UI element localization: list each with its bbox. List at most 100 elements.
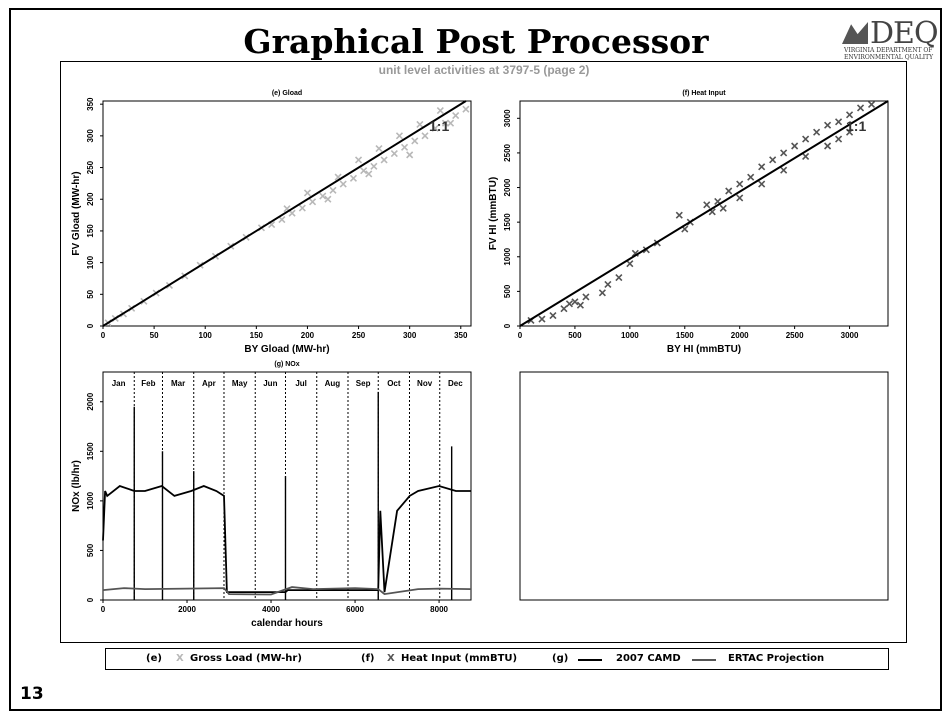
data-point (598, 289, 606, 297)
data-point (319, 192, 327, 200)
data-point (769, 156, 777, 164)
one-to-one-line (102, 100, 467, 327)
logo-subtext: VIRGINIA DEPARTMENT OF ENVIRONMENTAL QUA… (844, 47, 934, 61)
month-label: Apr (202, 379, 216, 388)
data-point (452, 112, 460, 120)
data-point (308, 198, 317, 206)
legend-f-tag: (f) (361, 653, 375, 664)
data-point (802, 152, 810, 160)
x-tick-label: 0 (101, 605, 106, 614)
x-tick-label: 8000 (430, 605, 448, 614)
data-point (626, 260, 634, 268)
y-tick-label: 2000 (86, 392, 95, 410)
data-point (303, 189, 312, 197)
chart-h (519, 371, 889, 601)
x-tick-label: 0 (101, 331, 106, 340)
x-tick-label: 200 (301, 331, 315, 340)
data-point (856, 104, 865, 112)
data-point (736, 194, 744, 202)
y-tick-label: 200 (86, 192, 95, 206)
data-point (354, 156, 363, 164)
x-tick-label: 300 (403, 331, 417, 340)
legend-f-label: Heat Input (mmBTU) (401, 653, 518, 664)
data-point (400, 143, 409, 151)
y-tick-label: 300 (86, 129, 95, 143)
chart-e: (e) Gload 0 50 100 150 200 250 300 350 0 50 100 150 2… (71, 90, 472, 355)
data-point (395, 132, 404, 140)
data-point (446, 119, 455, 127)
data-point (339, 180, 347, 188)
y-axis-label: FV HI (mmBTU) (488, 177, 499, 250)
data-point (560, 305, 568, 313)
x-tick-label: 1500 (676, 331, 694, 340)
data-point (549, 312, 557, 320)
data-point (375, 144, 383, 153)
one-to-one-label: 1:1 (429, 118, 449, 134)
chart-g: (g) NOx 0 2000 4000 6000 8000 0 500 1000 1500 2000… (71, 361, 472, 629)
y-axis-label: FV Gload (MW-hr) (71, 171, 82, 255)
month-label: Jun (263, 379, 277, 388)
series-line (102, 484, 471, 593)
slide-title: Graphical Post Processor (243, 22, 709, 61)
x-tick-label: 100 (199, 331, 213, 340)
y-tick-label: 1000 (86, 491, 95, 509)
y-tick-label: 1500 (86, 442, 95, 460)
deq-logo: DEQ VIRGINIA DEPARTMENT OF ENVIRONMENTAL… (842, 16, 939, 66)
data-point (791, 142, 799, 150)
data-point (824, 121, 832, 129)
series-line (102, 586, 472, 596)
legend-g-tag: (g) (552, 653, 569, 664)
data-point (845, 128, 854, 136)
slide-number: 13 (20, 684, 44, 704)
y-tick-label: 150 (86, 224, 95, 238)
x-axis-label: BY Gload (MW-hr) (244, 344, 329, 355)
y-axis-label: NOx (lb/hr) (71, 460, 82, 512)
legend-e-marker: X (176, 653, 184, 664)
month-label: Sep (356, 379, 371, 388)
x-tick-label: 4000 (262, 605, 280, 614)
y-tick-label: 0 (503, 323, 512, 328)
data-point (758, 180, 766, 188)
data-point (360, 167, 368, 175)
x-tick-label: 500 (568, 331, 582, 340)
x-tick-label: 3000 (841, 331, 859, 340)
logo-text: DEQ (870, 16, 939, 51)
month-label: May (232, 379, 248, 388)
data-point (416, 120, 424, 129)
data-point (565, 300, 573, 308)
x-tick-label: 2000 (731, 331, 749, 340)
y-tick-label: 350 (86, 97, 95, 111)
month-label: Nov (417, 379, 433, 388)
legend-e-tag: (e) (146, 653, 162, 664)
month-label: Jan (112, 379, 126, 388)
data-point (604, 280, 612, 289)
y-tick-label: 250 (86, 160, 95, 174)
x-tick-label: 250 (352, 331, 366, 340)
x-axis-label: calendar hours (251, 618, 323, 629)
month-label: Oct (387, 379, 401, 388)
data-point (780, 149, 788, 157)
x-tick-label: 6000 (346, 605, 364, 614)
data-point (278, 215, 286, 224)
data-point (329, 186, 337, 194)
x-tick-label: 350 (454, 331, 468, 340)
data-point (725, 187, 733, 195)
month-label: Jul (295, 379, 307, 388)
one-to-one-label: 1:1 (846, 118, 866, 134)
legend: (e) X Gross Load (MW-hr) (f) X Heat Inpu… (105, 648, 889, 670)
x-tick-label: 0 (518, 331, 523, 340)
data-point (421, 132, 429, 140)
data-point (719, 204, 727, 212)
y-tick-label: 3000 (503, 109, 512, 127)
data-point (780, 166, 788, 174)
chart-f: (f) Heat Input 0 500 1000 1500 2000 2500 3000 0 5… (488, 90, 889, 355)
data-point (845, 111, 854, 119)
y-tick-label: 100 (86, 255, 95, 269)
x-tick-label: 2500 (786, 331, 804, 340)
legend-camd-label: 2007 CAMD (616, 653, 681, 664)
y-tick-label: 2500 (503, 143, 512, 161)
data-point (703, 201, 711, 209)
data-point (365, 170, 373, 178)
plot-frame (102, 371, 472, 601)
